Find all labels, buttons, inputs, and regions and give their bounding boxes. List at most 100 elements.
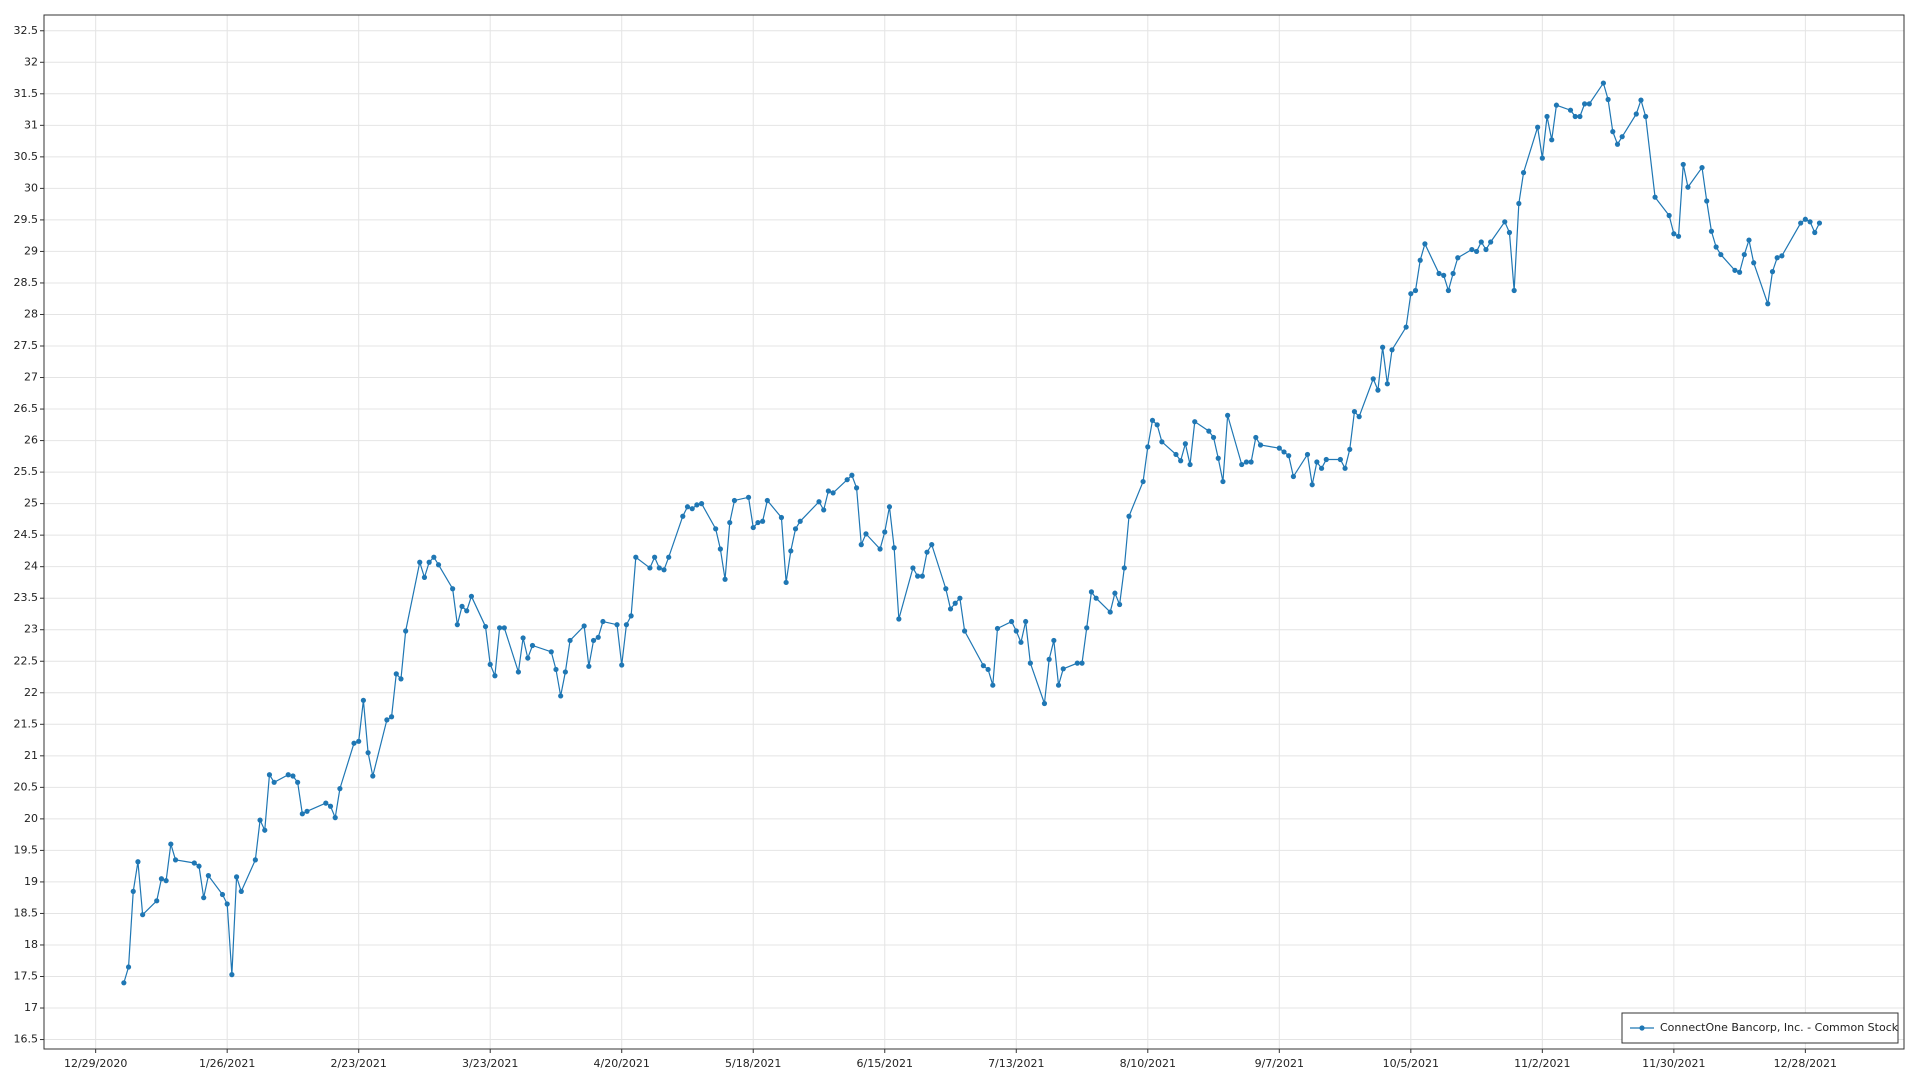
point [1441,272,1447,278]
plot-frame [43,14,1905,1050]
point [680,513,686,519]
point [1318,465,1325,471]
x-tick-label: 9/7/2021 [1255,1057,1304,1070]
point [882,529,888,535]
point [121,980,127,986]
y-tick-label: 23 [24,623,38,636]
point [1347,446,1353,453]
y-tick-label: 24.5 [14,528,39,541]
point [797,518,803,524]
point [1375,387,1381,393]
point [1582,101,1588,107]
point [1544,113,1550,120]
point [1281,449,1287,455]
point [994,625,1001,632]
point [1239,461,1245,468]
point [1774,255,1780,261]
point [257,817,263,823]
y-tick-label: 23.5 [14,591,39,604]
point [924,549,930,555]
point [1117,601,1123,608]
point [1652,194,1658,200]
point [1206,428,1212,434]
y-tick-label: 31 [24,118,38,131]
point [1816,220,1823,226]
point [1309,482,1315,488]
point [1577,113,1583,120]
point [168,841,174,847]
point [299,811,305,817]
point [1337,456,1343,463]
point [1384,381,1390,387]
point [896,616,902,622]
point [558,693,564,699]
point [581,623,587,629]
point [1370,376,1376,382]
point [1149,417,1156,424]
y-tick-label: 27.5 [14,339,39,352]
point [1769,269,1776,275]
point [295,779,301,785]
y-tick-label: 30.5 [14,150,39,163]
legend-box [1621,1012,1899,1044]
y-tick-label: 18.5 [14,906,39,919]
point [1516,200,1522,207]
point [1737,269,1743,275]
point [595,634,601,640]
point [1403,324,1409,330]
point [403,628,409,634]
point [337,786,343,792]
point [1220,478,1226,485]
point [520,635,526,641]
point [219,891,226,898]
point [1751,260,1757,266]
point [614,622,620,628]
point [1478,239,1484,245]
point [1765,301,1771,307]
point [290,773,296,779]
series-line [123,81,1820,983]
point [1586,101,1592,107]
point [450,586,456,592]
y-tick-label: 21.5 [14,717,39,730]
point [891,545,897,551]
y-tick-label: 32 [24,55,38,68]
point [360,697,366,703]
point [661,567,667,573]
point [154,898,160,904]
point [980,663,986,669]
point [1013,628,1019,634]
point [778,514,785,521]
point [224,901,230,907]
point [1060,666,1066,672]
point [205,873,211,879]
point [1812,229,1818,236]
point [1140,478,1146,485]
point [1614,141,1621,147]
point [830,490,836,496]
point [370,773,376,779]
point [985,666,991,673]
point [821,507,827,513]
point [238,888,244,894]
point [1121,565,1127,571]
x-tick-label: 5/18/2021 [725,1057,781,1070]
point [947,606,954,612]
point [201,895,207,901]
point [713,526,719,532]
point [553,666,559,673]
point [1074,660,1080,666]
point [1746,237,1752,243]
y-tick-label: 16.5 [14,1033,39,1046]
point [482,623,489,630]
point [1732,267,1738,273]
y-tick-label: 31.5 [14,87,39,100]
point [1093,595,1099,601]
point [1699,164,1705,171]
point [656,565,662,571]
point [1610,129,1616,135]
point [266,772,273,778]
point [1633,111,1639,117]
point [567,637,573,644]
point [783,579,789,586]
